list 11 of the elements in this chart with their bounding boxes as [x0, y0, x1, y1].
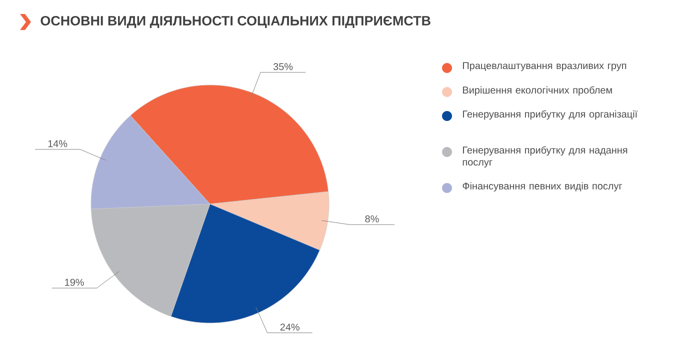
data-label: 8% — [365, 215, 379, 222]
legend-label: Вирішення екологічних проблем — [463, 86, 612, 96]
data-label: 19% — [65, 278, 84, 286]
legend-label: Фінансування певних видів послуг — [462, 182, 622, 192]
legend-label: Працевлаштування вразливих груп — [463, 62, 626, 72]
data-label: 35% — [273, 63, 293, 70]
legend-label: Генерування прибутку для організації — [463, 110, 638, 120]
chart-title: ОСНОВНІ ВИДИ ДІЯЛЬНОСТІ СОЦІАЛЬНИХ ПІДПРИЄМСТВ — [40, 16, 430, 28]
data-label: 14% — [48, 140, 68, 148]
legend-label: Генерування прибутку для надання послуг — [462, 146, 628, 168]
data-label: 24% — [280, 324, 300, 331]
